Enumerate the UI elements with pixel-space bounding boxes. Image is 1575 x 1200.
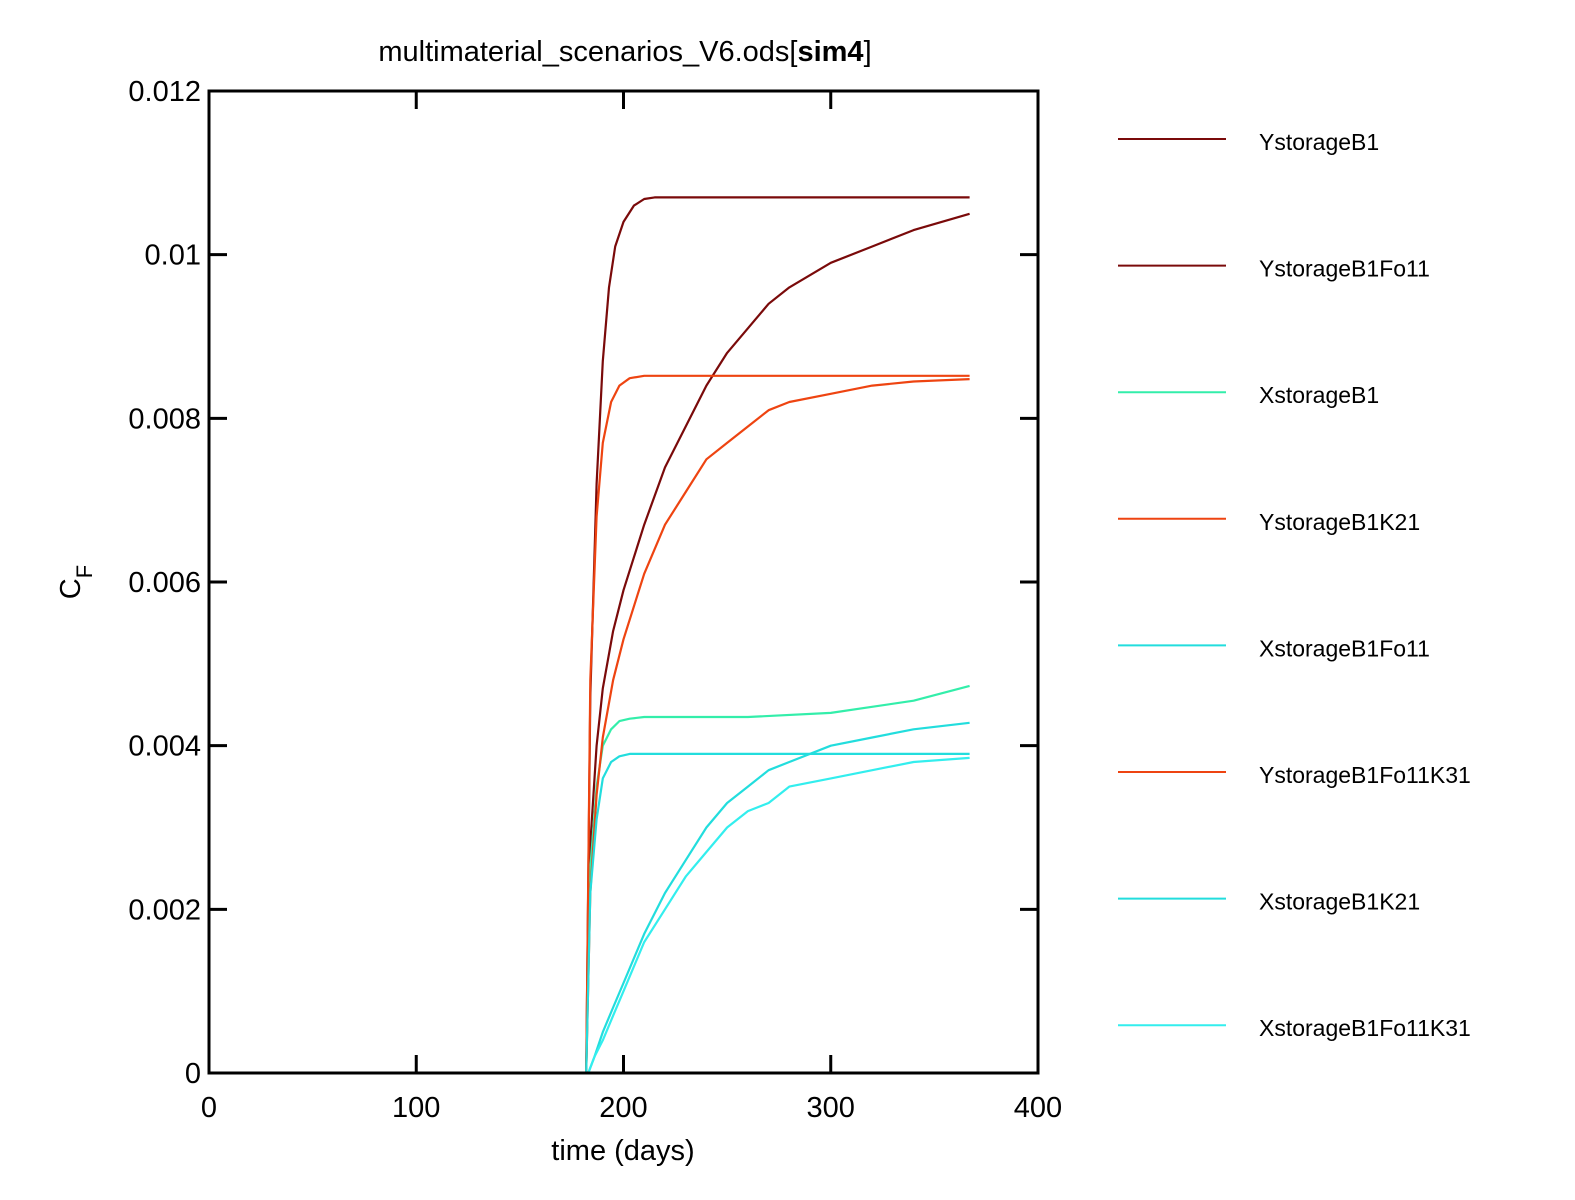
chart-title: multimaterial_scenarios_V6.ods[sim4] (378, 36, 871, 68)
legend-item-4: YstorageB1K21 (1118, 509, 1420, 535)
series-line-2 (585, 212, 970, 1074)
legend-item-8: XstorageB1Fo11K31 (1118, 1015, 1471, 1041)
legend-item-5: XstorageB1Fo11 (1118, 635, 1430, 661)
chart-title-bold: sim4 (797, 36, 863, 68)
legend-label: YstorageB1Fo11 (1259, 256, 1430, 282)
legend-item-3: XstorageB1 (1118, 382, 1379, 408)
y-tick-label: 0.004 (128, 731, 201, 763)
x-tick-label: 0 (201, 1092, 217, 1124)
legend-label: XstorageB1Fo11 (1259, 635, 1430, 661)
chart-title-main: multimaterial_scenarios_V6.ods[ (378, 36, 797, 68)
series-line-6 (585, 378, 970, 1074)
x-tick-label: 100 (392, 1092, 440, 1124)
y-tick-label: 0.01 (145, 240, 201, 272)
y-tick-label: 0.002 (128, 894, 201, 926)
y-axis-label-sub: F (72, 565, 97, 578)
legend-item-6: YstorageB1Fo11K31 (1118, 762, 1471, 788)
y-axis-label: CF (55, 565, 97, 599)
series-line-3 (585, 684, 970, 1074)
legend-label: XstorageB1 (1259, 382, 1379, 408)
x-tick-label: 300 (807, 1092, 855, 1124)
x-tick-label: 200 (599, 1092, 647, 1124)
legend: YstorageB1 YstorageB1Fo11 XstorageB1 Ystora… (1118, 129, 1471, 1041)
chart-title-end: ] (864, 36, 872, 68)
ticks-layer: 0 100 200 300 400 0 0.002 0.004 0.006 0.008 0.01 0.… (128, 76, 1062, 1124)
legend-label: XstorageB1K21 (1259, 889, 1420, 915)
series-line-1 (585, 196, 970, 1074)
series-line-5 (587, 721, 970, 1074)
series-line-4 (585, 374, 970, 1074)
x-tick-label: 400 (1014, 1092, 1062, 1124)
series-line-7 (585, 752, 970, 1074)
y-axis-label-main: C (55, 578, 87, 599)
legend-label: YstorageB1K21 (1259, 509, 1420, 535)
plot-frame (207, 89, 1040, 1075)
legend-item-1: YstorageB1 (1118, 129, 1379, 155)
legend-label: XstorageB1Fo11K31 (1259, 1015, 1471, 1041)
series-line-8 (587, 756, 970, 1074)
legend-label: YstorageB1 (1259, 129, 1379, 155)
legend-label: YstorageB1Fo11K31 (1259, 762, 1471, 788)
legend-item-2: YstorageB1Fo11 (1118, 256, 1430, 282)
y-tick-label: 0.006 (128, 567, 201, 599)
x-axis-label: time (days) (551, 1135, 694, 1167)
y-tick-label: 0.012 (128, 76, 201, 108)
y-tick-label: 0.008 (128, 403, 201, 435)
y-tick-label: 0 (185, 1058, 201, 1090)
series-layer (585, 196, 970, 1074)
legend-item-7: XstorageB1K21 (1118, 889, 1420, 915)
